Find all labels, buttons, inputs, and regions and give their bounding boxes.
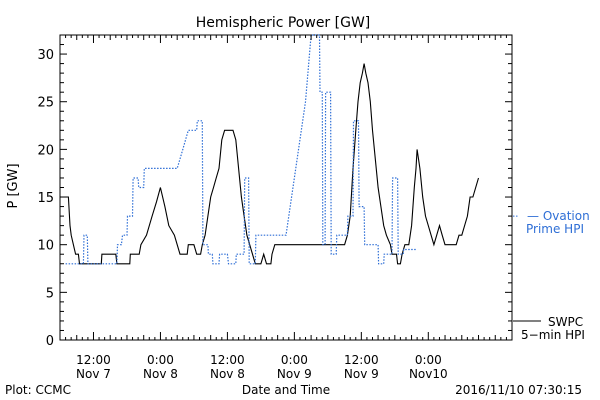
x-tick-label-date: Nov 8 [210,367,245,381]
y-tick-label: 20 [37,143,54,158]
x-tick-label-date: Nov10 [409,367,448,381]
x-tick-label-date: Nov 9 [277,367,312,381]
series-swpc-line [60,63,480,265]
series-ovation-line [65,34,418,265]
series-layer [60,34,480,265]
x-tick-label-time: 12:00 [344,353,379,367]
x-tick-label-time: 12:00 [76,353,111,367]
y-axis-label: P [GW] [6,163,21,208]
footer-plot-credit: Plot: CCMC [5,383,71,397]
y-tick-label: 30 [37,48,54,63]
y-tick-label: 10 [37,239,54,254]
x-tick-label-time: 0:00 [147,353,174,367]
x-tick-label-time: 12:00 [210,353,245,367]
y-tick-label: 25 [37,96,54,111]
plot-area [59,34,513,341]
x-tick-label-date: Nov 9 [344,367,379,381]
chart-title: Hemispheric Power [GW] [196,15,371,31]
y-tick-label: 15 [37,191,54,206]
y-tick-label: 0 [46,334,54,349]
x-tick-label-date: Nov 8 [143,367,178,381]
legend-swpc-line2: 5−min HPI [521,328,585,342]
x-axis-label: Date and Time [242,383,330,397]
x-tick-label-time: 0:00 [281,353,308,367]
plot-frame [59,34,513,341]
legend-ovation-line1: — Ovation [527,209,590,223]
legend-swpc-line1: SWPC [548,315,583,329]
legend-ovation-line2: Prime HPI [526,222,584,236]
footer-timestamp: 2016/11/10 07:30:15 [455,383,582,397]
y-tick-label: 5 [46,286,54,301]
x-tick-label-date: Nov 7 [76,367,111,381]
x-tick-label-time: 0:00 [415,353,442,367]
